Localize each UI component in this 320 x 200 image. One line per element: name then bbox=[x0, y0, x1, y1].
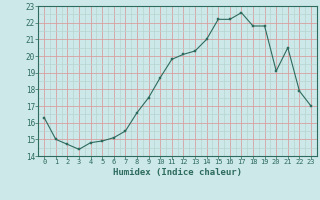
X-axis label: Humidex (Indice chaleur): Humidex (Indice chaleur) bbox=[113, 168, 242, 177]
